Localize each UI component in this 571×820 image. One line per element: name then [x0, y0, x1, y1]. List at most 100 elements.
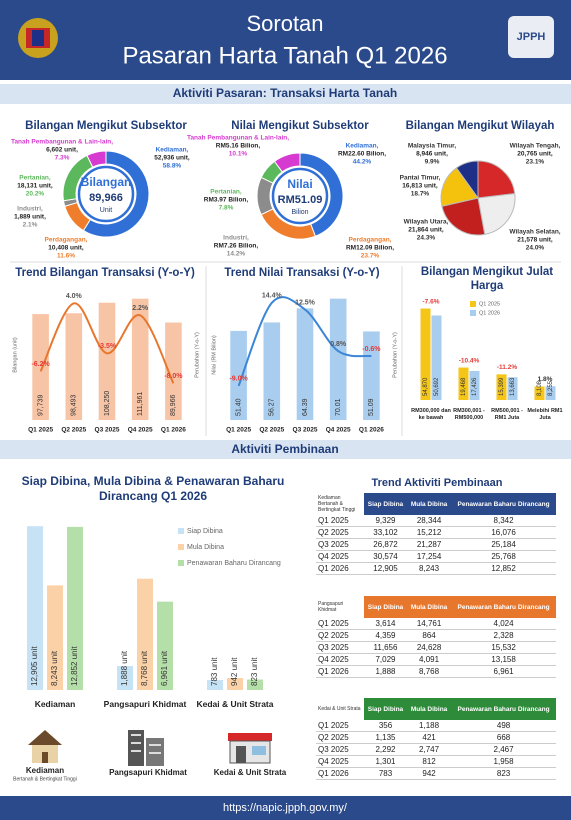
segment-amount: 6,602 unit, [46, 147, 78, 154]
chart-title: Bilangan Mengikut Wilayah [406, 120, 555, 132]
data-table: Kediaman Bertanah & Bertingkat Tinggi Sia… [316, 493, 556, 575]
value-label: 108,250 [104, 391, 111, 416]
table-cell: 25,184 [451, 538, 556, 551]
value-label: 12,905 unit [30, 646, 39, 686]
bar [165, 322, 182, 420]
table-row: Q1 2025 9,329 28,344 8,342 [316, 515, 556, 527]
header-row: Kedai & Unit Strata Siap Dibina Mula Dibin… [316, 698, 556, 720]
value-label: 98,493 [71, 394, 78, 416]
row-label: Q1 2026 [316, 562, 364, 575]
segment-percent: 24.0% [526, 245, 545, 252]
value-label: 51.40 [235, 398, 242, 416]
segment-amount: RM5.16 Bilion, [216, 143, 261, 150]
x-tick-label: Q4 2025 [326, 427, 351, 434]
title: Sorotan [246, 11, 323, 36]
table-cell: 9,329 [364, 515, 407, 527]
table-cell: 356 [364, 720, 407, 732]
table-cell: 3,614 [364, 618, 407, 630]
line-label: -8.0% [164, 373, 183, 380]
column-header: Siap Dibina [364, 493, 407, 515]
bar [545, 386, 556, 400]
segment-amount: 1,889 unit, [14, 214, 46, 221]
center-value: RM51.09 [278, 194, 323, 206]
x-tick-label: RM500,001 - RM1 Juta [491, 408, 523, 421]
value-label: 56.27 [269, 398, 276, 416]
x-tick-label: Q3 2025 [95, 427, 120, 434]
table-cell: 2,747 [406, 743, 452, 756]
table-cell: 33,102 [364, 526, 407, 539]
bar [247, 679, 263, 690]
data-table-box: Kediaman Bertanah & Bertingkat Tinggi Sia… [316, 493, 556, 575]
table-row: Q3 2025 2,292 2,747 2,467 [316, 743, 556, 756]
value-label: 50,692 [434, 377, 440, 396]
table-row: Q3 2025 26,872 21,287 25,184 [316, 538, 556, 551]
logo-text: JPPH [517, 31, 546, 43]
bar [469, 370, 480, 400]
column-header: Siap Dibina [364, 596, 407, 618]
column-header: Siap Dibina [364, 698, 407, 720]
table-cell: 668 [451, 731, 556, 744]
segment-name: Wilayah Selatan, [509, 229, 560, 236]
header-row: Kediaman Bertanah & Bertingkat Tinggi Sia… [316, 493, 556, 515]
table-row: Q2 2025 4,359 864 2,328 [316, 629, 556, 642]
row-label: Q1 2025 [316, 618, 364, 630]
segment-amount: RM7.26 Bilion, [214, 243, 259, 250]
segment-name: Kediaman, [346, 143, 379, 150]
line-label: 12.5% [295, 299, 316, 306]
value-label: 54,870 [423, 377, 429, 396]
table-cell: 16,076 [451, 526, 556, 539]
chart-title: Nilai Mengikut Subsektor [231, 120, 369, 132]
table-row: Q1 2026 12,905 8,243 12,852 [316, 562, 556, 575]
row-label: Q3 2025 [316, 538, 364, 551]
bar [117, 666, 133, 690]
section-title: Aktiviti Pembinaan [231, 442, 338, 456]
segment-amount: 10,408 unit, [48, 245, 84, 252]
segment-amount: 18,131 unit, [17, 183, 53, 190]
value-label: 17,426 [472, 377, 478, 396]
y-axis-title: Nilai (RM Bilion) [211, 335, 217, 375]
x-tick-label: RM300,000 dan ke bawah [411, 408, 451, 421]
center-label: Bilangan [81, 175, 132, 189]
table-cell: 4,359 [364, 629, 407, 642]
line-label: -0.6% [362, 346, 381, 353]
center-value: 89,966 [89, 192, 123, 204]
data-table-box: Pangsapuri Khidmat Siap Dibina Mula Dibina… [316, 596, 556, 678]
center-unit: Bilion [291, 209, 308, 216]
bar [263, 322, 281, 420]
line-label: 2.2% [132, 305, 149, 312]
segment-amount: RM12.09 Bilion, [346, 245, 394, 252]
legend-label: Q1 2026 [479, 310, 500, 316]
table-cell: 8,342 [451, 515, 556, 527]
header-bg [0, 0, 571, 80]
center-unit: Unit [100, 207, 113, 214]
icon-label: Kediaman [26, 766, 64, 775]
row-label: Q2 2025 [316, 526, 364, 539]
bar [458, 367, 469, 400]
bar [27, 526, 43, 690]
row-label: Q3 2025 [316, 641, 364, 654]
y2-axis-title: Perubahan (Y-o-Y) [392, 332, 398, 378]
header-row: Pangsapuri Khidmat Siap Dibina Mula Dibina… [316, 596, 556, 618]
line-label: -9.0% [229, 376, 248, 383]
bar [363, 331, 380, 420]
bar [65, 313, 83, 420]
line-label: -3.5% [98, 343, 117, 350]
center-circle [77, 165, 135, 223]
icon-label: Kedai & Unit Strata [214, 768, 287, 777]
segment-percent: 7.3% [55, 155, 70, 162]
footer-url: https://napic.jpph.gov.my/ [223, 802, 348, 814]
segment-name: Tanah Pembangunan & Lain-lain, [11, 139, 113, 146]
x-tick-label: Melebihi RM1 Juta [527, 408, 563, 421]
x-tick-label: Kedai & Unit Strata [196, 699, 274, 709]
row-label: Q1 2025 [316, 515, 364, 527]
value-label: 19,468 [461, 377, 467, 396]
bar [296, 308, 314, 420]
chart-title: Siap Dibina, Mula Dibina & Penawaran Bah… [21, 474, 285, 503]
table-row: Q1 2026 783 942 823 [316, 767, 556, 780]
table-cell: 864 [406, 629, 452, 642]
table-cell: 783 [364, 767, 407, 780]
bar [207, 680, 223, 690]
table-cell: 1,188 [406, 720, 452, 732]
x-tick-label: Q2 2025 [61, 427, 86, 434]
